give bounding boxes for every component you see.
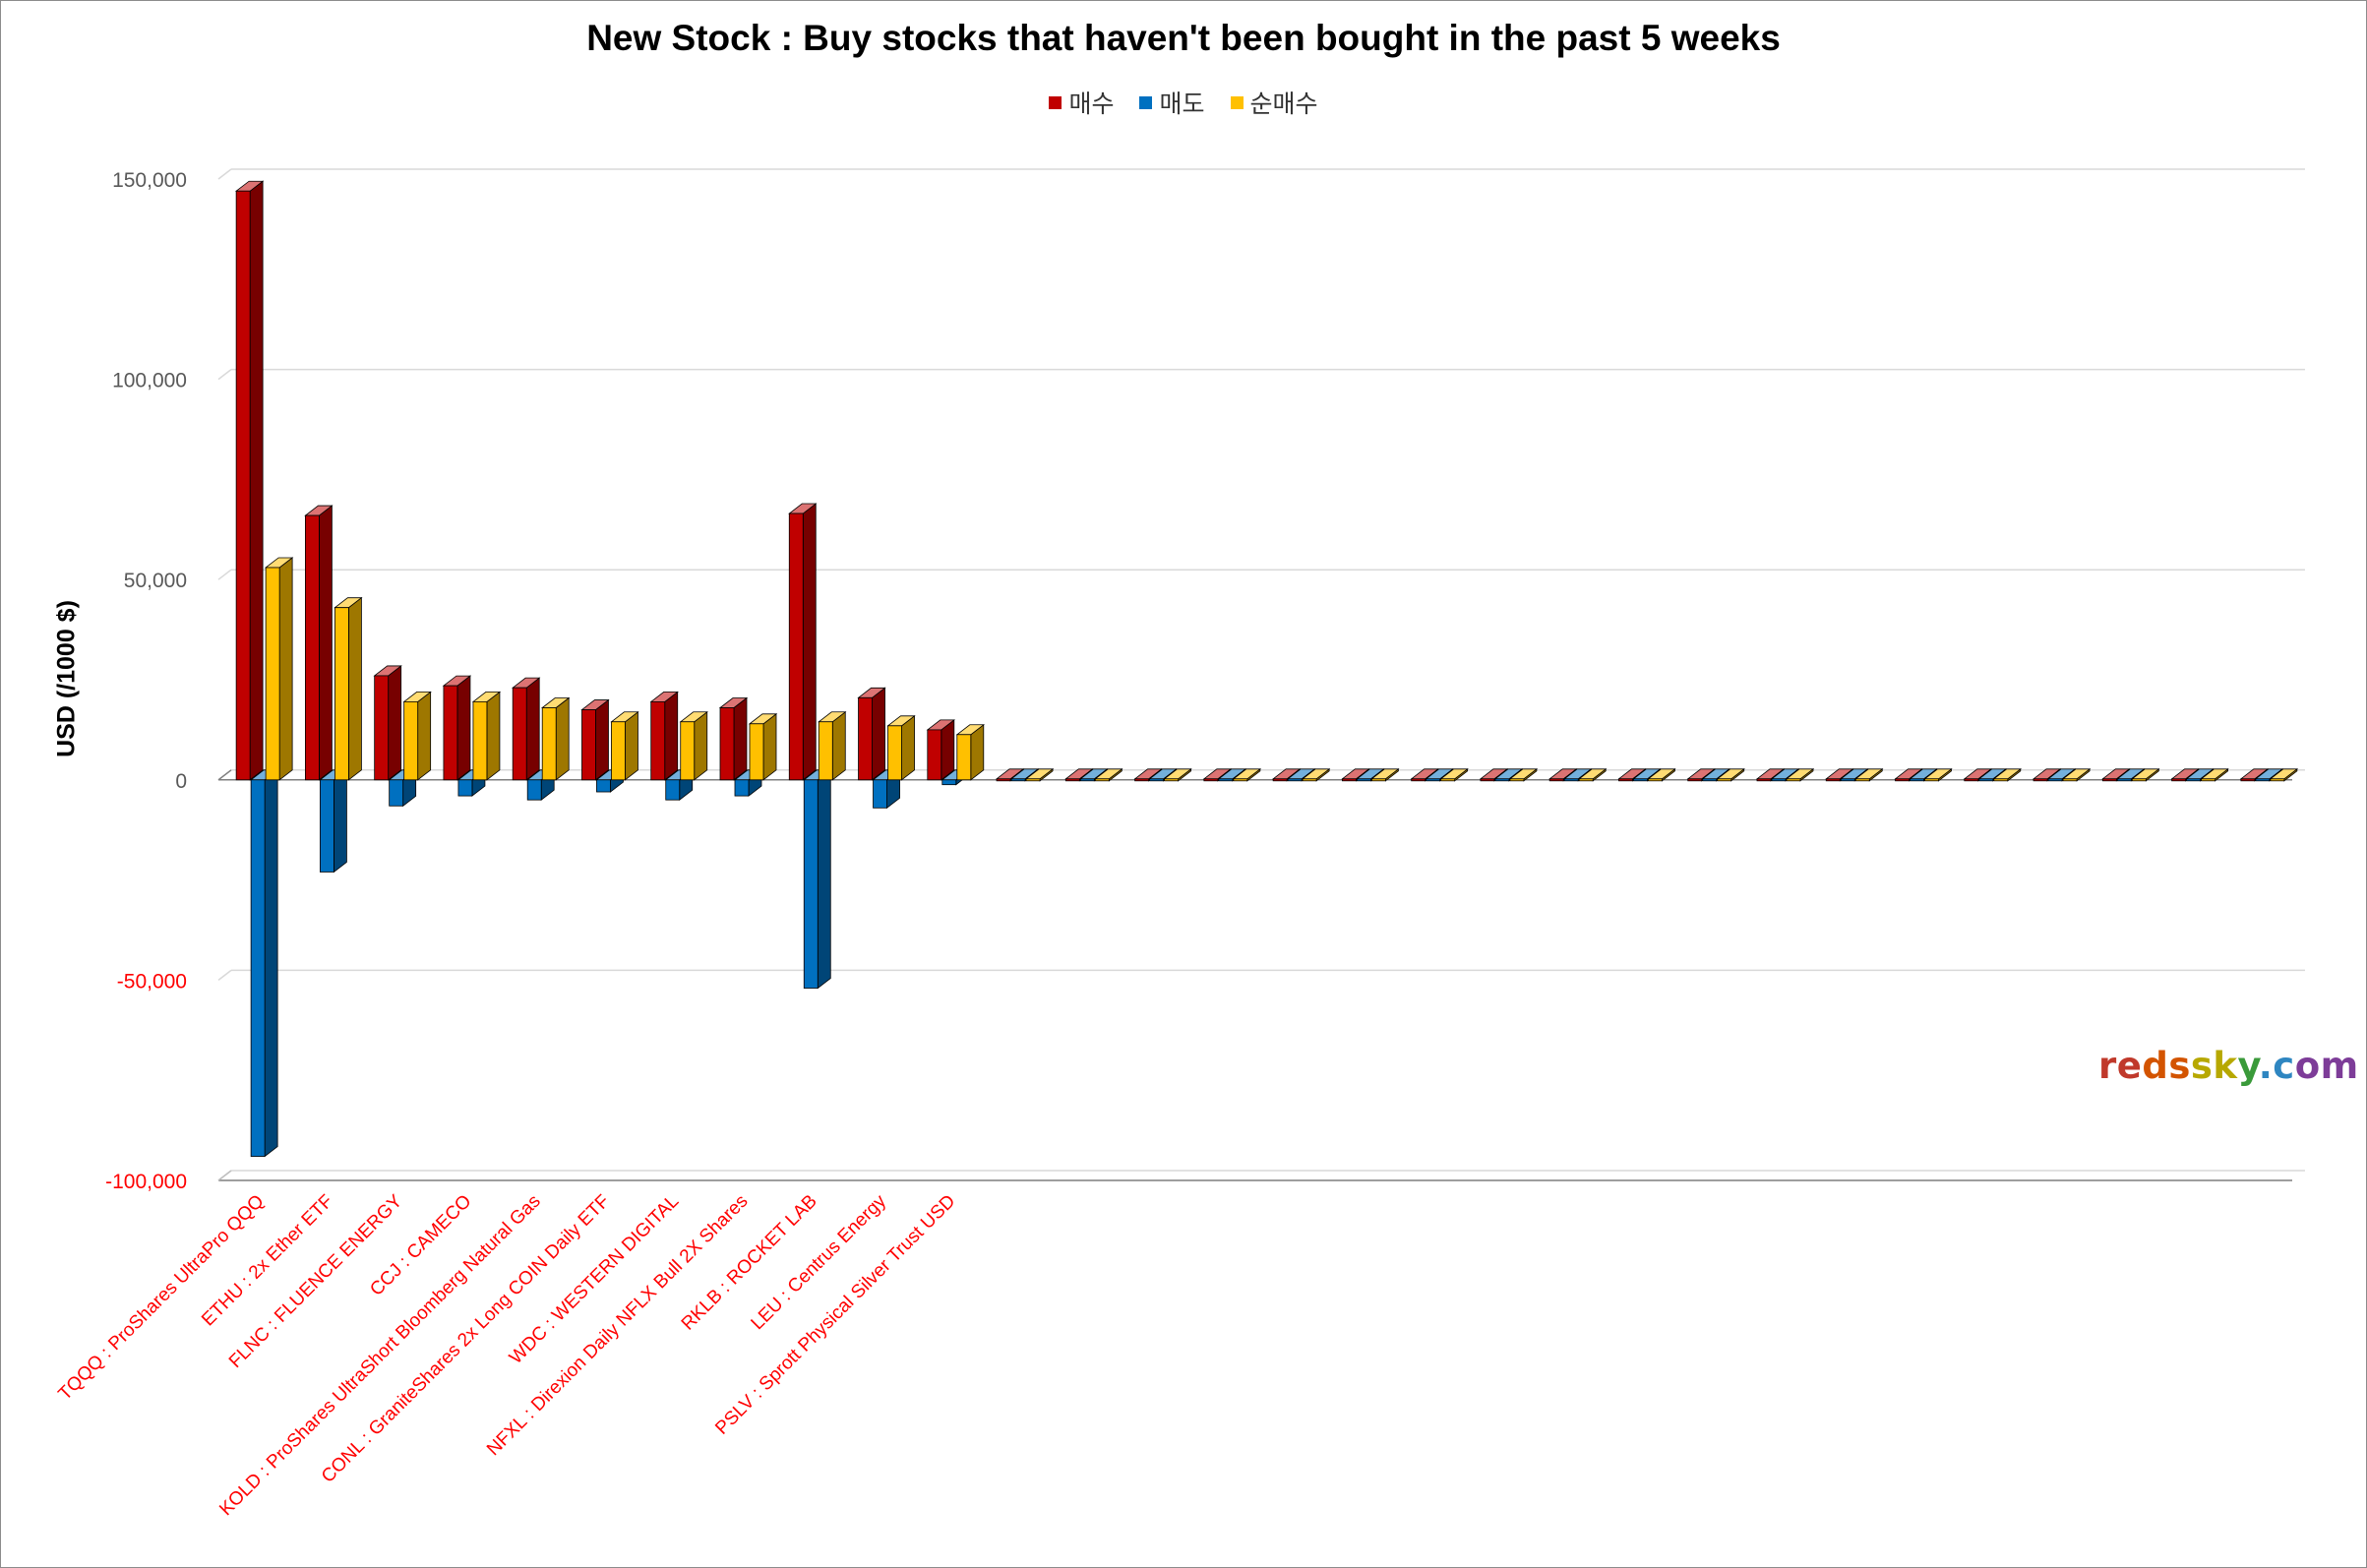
bar-net [955,723,985,781]
legend-label-buy: 매수 [1068,90,1115,118]
watermark-part: re [2098,1045,2143,1087]
chart-title: New Stock : Buy stocks that haven't been… [586,18,1781,58]
x-tick-label: PSLV : Sprott Physical Silver Trust USD [711,1191,959,1439]
bar-net [1370,767,1400,782]
bar-net [1024,767,1055,782]
bar-net [1163,767,1192,782]
bar-net [2061,767,2092,782]
y-tick-label: -100,000 [105,1171,187,1193]
gridline-depth [217,569,232,580]
bar-buy [788,503,818,781]
gridline-depth [217,369,232,381]
bar-net [471,691,502,781]
gridline-depth [217,969,232,981]
bar-net [1647,767,1676,782]
bar-net [2131,767,2160,782]
x-tick-label: ETHU : 2x Ether ETF [198,1191,337,1331]
bar-net [264,557,294,781]
y-tick-label: 100,000 [112,370,187,392]
bar-sell [249,768,279,1158]
bar-buy [649,691,679,781]
bar-net [1992,767,2022,782]
bar-net [1923,767,1953,782]
watermark-part: ds [2142,1045,2191,1087]
y-tick-label: 150,000 [112,169,187,192]
bar-buy [580,698,610,781]
legend-swatch-buy [1049,95,1062,109]
bar-net [334,596,363,781]
watermark-part: y [2237,1045,2259,1087]
bar-buy [304,505,334,781]
bar-buy [857,687,886,781]
bar-net [818,710,847,781]
bar-buy [718,696,749,781]
x-tick-label: RKLB : ROCKET LAB [678,1191,821,1335]
bar-net [1094,767,1123,782]
watermark-part: om [2294,1045,2359,1087]
zero-axis-depth [217,769,232,781]
gridline-depth [217,168,232,180]
legend-label-net: 순매수 [1249,90,1318,118]
bar-net [1785,767,1815,782]
watermark-logo: redssky.com [2098,1045,2359,1087]
bar-net [1716,767,1745,782]
bar-net [402,691,432,781]
chart-legend: 매수 매도 순매수 [0,85,2367,120]
bar-net [541,696,571,781]
bar-buy [442,675,472,781]
bar-buy [926,719,955,781]
x-tick-label: LEU : Centrus Energy [748,1190,891,1334]
bar-net [1439,767,1469,782]
bar-buy [512,677,541,781]
bar-net [1508,767,1539,782]
legend-swatch-sell [1139,95,1153,109]
y-tick-label: 50,000 [124,570,187,592]
bar-net [610,710,639,781]
x-tick-label: NFXL : Direxion Daily NFLX Bull 2X Share… [483,1191,752,1460]
bar-net [2200,767,2229,782]
bar-net [1854,767,1884,782]
bar-net [748,712,778,781]
legend-item-buy: 매수 [1049,85,1114,120]
legend-item-sell: 매도 [1139,85,1205,120]
bar-net [1301,767,1331,782]
legend-swatch-net [1230,95,1244,109]
bar-net [679,710,708,781]
bar-sell [803,768,832,990]
legend-label-sell: 매도 [1159,90,1205,118]
y-tick-label: -50,000 [117,970,187,993]
watermark-part: .c [2258,1045,2295,1087]
legend-item-net: 순매수 [1230,85,1318,120]
bar-net [2269,767,2299,782]
x-axis-depth [217,1170,232,1181]
bar-buy [373,665,402,781]
bar-buy [234,180,265,781]
watermark-part: sk [2190,1045,2238,1087]
bar-net [1578,767,1608,782]
bar-net [886,715,916,781]
x-tick-label: KOLD : ProShares UltraShort Bloomberg Na… [215,1191,544,1520]
y-tick-label: 0 [175,770,187,793]
bar-sell [319,768,348,874]
bar-net [1232,767,1262,782]
